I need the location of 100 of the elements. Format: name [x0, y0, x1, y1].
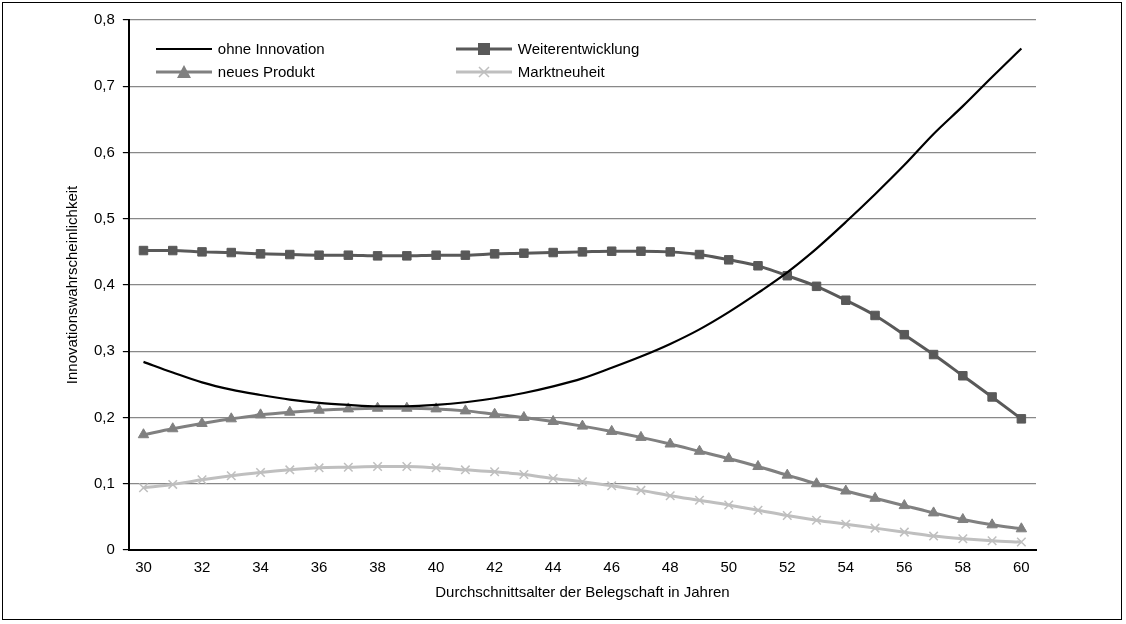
point: [782, 510, 793, 521]
point: [810, 477, 823, 488]
x-axis-title: Durchschnittsalter der Belegschaft in Jahren: [435, 583, 730, 601]
point: [957, 513, 969, 524]
point: [225, 412, 237, 423]
point: [372, 461, 383, 472]
point: [723, 452, 735, 463]
point: [431, 250, 441, 260]
point: [138, 482, 149, 493]
point: [694, 495, 705, 506]
point: [489, 466, 500, 477]
point: [987, 535, 998, 546]
point: [255, 249, 266, 259]
point: [167, 422, 179, 433]
point: [636, 246, 646, 256]
legend-label: Marktneuheit: [517, 63, 605, 80]
point: [518, 469, 529, 480]
point: [285, 249, 295, 260]
point: [781, 468, 793, 479]
point: [635, 430, 647, 441]
point: [899, 329, 910, 340]
point: [635, 485, 646, 496]
point: [226, 470, 237, 481]
point: [314, 462, 325, 473]
point: [197, 247, 207, 257]
point: [605, 424, 618, 435]
y-tick-label: 0,5: [93, 208, 115, 226]
point: [460, 464, 471, 475]
point: [402, 251, 412, 261]
x-tick-label: 50: [720, 558, 738, 576]
point: [168, 245, 178, 256]
legend-label: ohne Innovation: [217, 40, 325, 57]
y-tick-label: 0: [106, 540, 115, 558]
point: [372, 251, 383, 261]
x-tick-label: 32: [193, 558, 211, 576]
point: [431, 462, 442, 473]
point: [489, 249, 500, 259]
point: [460, 250, 471, 260]
point: [167, 479, 178, 490]
point: [870, 310, 880, 321]
point: [693, 444, 706, 455]
point: [987, 392, 997, 402]
x-tick-label: 48: [661, 558, 679, 576]
point: [811, 515, 822, 526]
x-tick-label: 54: [837, 558, 855, 576]
point: [459, 404, 472, 415]
point: [752, 460, 764, 471]
point: [254, 408, 267, 419]
y-tick-label: 0,7: [93, 76, 115, 94]
point: [869, 491, 881, 502]
x-tick-label: 30: [135, 558, 152, 576]
legend-label: neues Produkt: [217, 63, 315, 80]
point: [488, 407, 501, 418]
point: [401, 461, 412, 472]
y-tick-label: 0,1: [93, 473, 115, 491]
point: [577, 247, 588, 257]
point: [1015, 522, 1028, 533]
x-tick-label: 52: [778, 558, 796, 576]
point: [342, 402, 355, 413]
point: [840, 484, 852, 495]
point: [665, 490, 676, 501]
point: [870, 523, 881, 534]
point: [898, 499, 911, 510]
y-tick-label: 0,2: [93, 407, 115, 425]
point: [724, 255, 734, 265]
point: [958, 371, 968, 381]
point: [137, 428, 150, 439]
point: [1016, 414, 1027, 424]
point: [928, 531, 939, 542]
point: [518, 411, 530, 421]
point: [986, 518, 998, 529]
point: [723, 499, 734, 510]
point: [957, 533, 968, 544]
point: [664, 437, 676, 448]
point: [197, 474, 207, 485]
point: [576, 419, 589, 430]
point: [811, 281, 822, 292]
point: [928, 349, 939, 360]
point: [577, 476, 588, 487]
x-tick-label: 60: [1013, 558, 1030, 576]
x-tick-label: 34: [252, 558, 269, 576]
point: [519, 248, 529, 258]
point: [753, 505, 763, 516]
point: [548, 473, 559, 484]
point: [226, 247, 237, 258]
point: [841, 295, 851, 305]
point: [313, 403, 325, 414]
x-tick-label: 56: [895, 558, 913, 576]
point: [606, 480, 617, 491]
point: [343, 462, 354, 473]
point: [840, 519, 851, 530]
y-tick-label: 0,4: [93, 275, 115, 293]
legend-label: Weiterentwicklung: [517, 40, 640, 57]
point: [753, 261, 763, 271]
point: [284, 464, 295, 475]
x-tick-label: 42: [486, 558, 503, 576]
y-tick-label: 0,3: [93, 341, 115, 359]
point: [430, 402, 442, 413]
point: [138, 245, 149, 256]
x-tick-label: 38: [369, 558, 386, 576]
